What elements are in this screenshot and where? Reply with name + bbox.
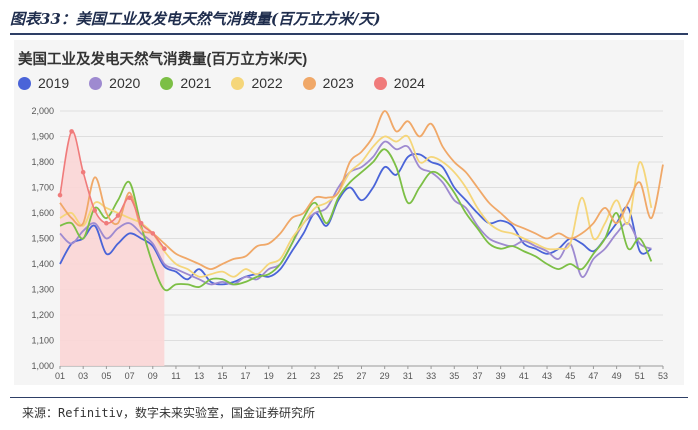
x-tick-label: 39 <box>496 371 506 381</box>
y-tick-label: 1,200 <box>31 310 54 320</box>
series-2024-point <box>69 129 74 134</box>
x-tick-label: 11 <box>171 371 180 381</box>
series-2024-point <box>162 246 167 251</box>
series-2024-point <box>92 208 98 213</box>
legend-label: 2019 <box>38 75 70 91</box>
y-tick-label: 1,900 <box>31 132 54 142</box>
series-2024-point <box>104 220 109 226</box>
x-tick-label: 01 <box>55 371 65 381</box>
source-note: 来源：Refinitiv，数字未来实验室，国金证券研究所 <box>22 406 316 420</box>
series-2024-point <box>57 192 63 198</box>
legend-dot-icon <box>373 76 387 90</box>
series-2024-point <box>150 231 156 236</box>
series-2023-line <box>59 110 664 270</box>
series-2021-line <box>59 148 653 292</box>
series-2024-area <box>60 131 165 366</box>
legend-label: 2021 <box>180 75 212 91</box>
x-tick-label: 33 <box>426 371 436 381</box>
series-2020-line <box>59 140 652 286</box>
x-tick-label: 03 <box>78 371 88 381</box>
y-tick-label: 1,700 <box>31 183 54 193</box>
x-tick-label: 47 <box>588 371 598 381</box>
x-tick-label: 43 <box>542 371 552 381</box>
x-tick-label: 45 <box>565 371 575 381</box>
legend-label: 2024 <box>393 75 425 91</box>
legend-item-2023: 2023 <box>302 75 354 91</box>
series-2022-line <box>59 134 653 278</box>
x-tick-label: 15 <box>217 371 227 381</box>
legend-dot-icon <box>160 76 174 90</box>
series-2024-point <box>127 195 132 200</box>
legend-dot-icon <box>89 76 103 90</box>
series-2024-point <box>80 169 86 175</box>
bottom-divider <box>10 397 688 398</box>
x-tick-label: 37 <box>472 371 482 381</box>
x-tick-label: 35 <box>449 371 459 381</box>
chart-title: 美国工业及发电天然气消费量(百万立方米/天) <box>18 52 308 68</box>
series-2019-line <box>59 152 652 286</box>
legend-item-2021: 2021 <box>160 75 211 91</box>
y-tick-label: 1,300 <box>31 285 54 295</box>
legend-dot-icon <box>231 76 245 90</box>
y-tick-label: 1,600 <box>31 208 54 218</box>
x-tick-label: 05 <box>101 371 111 381</box>
legend-label: 2020 <box>109 75 141 91</box>
legend-label: 2022 <box>251 75 283 91</box>
chart-legend: 2019 2020 2021 2022 2023 2024 <box>18 75 445 91</box>
x-tick-label: 29 <box>380 371 390 381</box>
y-tick-label: 1,500 <box>31 234 54 244</box>
top-divider <box>10 33 688 35</box>
legend-item-2024: 2024 <box>373 75 425 91</box>
series-2024-point <box>138 220 144 226</box>
y-tick-label: 1,400 <box>31 259 54 269</box>
series-2024-line <box>59 130 166 250</box>
y-tick-label: 1,000 <box>31 361 54 371</box>
x-tick-label: 21 <box>287 371 297 381</box>
x-tick-label: 13 <box>194 371 204 381</box>
x-tick-label: 27 <box>356 371 366 381</box>
legend-item-2022: 2022 <box>231 75 283 91</box>
legend-dot-icon <box>302 76 316 90</box>
x-tick-label: 23 <box>310 371 320 381</box>
x-tick-label: 31 <box>403 371 413 381</box>
x-tick-label: 41 <box>519 371 529 381</box>
x-tick-label: 19 <box>264 371 274 381</box>
legend-item-2020: 2020 <box>89 75 140 91</box>
legend-label: 2023 <box>322 75 354 91</box>
x-tick-label: 17 <box>241 371 251 381</box>
x-tick-label: 07 <box>125 371 135 381</box>
legend-dot-icon <box>18 76 31 90</box>
x-tick-label: 09 <box>148 371 158 381</box>
series-2024-point <box>115 213 121 218</box>
y-tick-label: 1,800 <box>31 157 54 167</box>
x-tick-label: 25 <box>333 371 343 381</box>
x-tick-label: 53 <box>658 371 668 381</box>
y-tick-label: 2,000 <box>31 106 54 116</box>
y-tick-label: 1,100 <box>31 336 54 346</box>
figure-title: 图表33：美国工业及发电天然气消费量(百万立方米/天) <box>10 10 381 28</box>
x-tick-label: 49 <box>612 371 622 381</box>
x-tick-label: 51 <box>635 371 645 381</box>
legend-item-2019: 2019 <box>18 75 69 91</box>
